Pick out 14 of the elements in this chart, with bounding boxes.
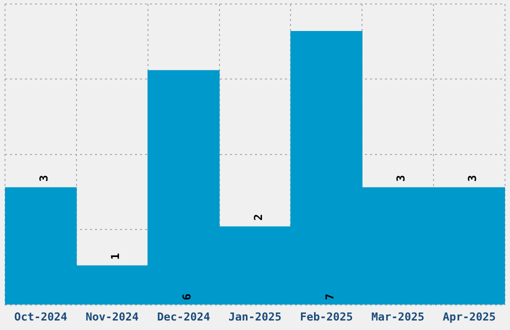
x-tick-label: Mar-2025 [371,310,424,324]
data-label: 2 [252,214,265,221]
x-tick-label: Apr-2025 [442,310,496,324]
data-label: 3 [466,174,480,182]
data-label: 3 [38,174,51,182]
data-label: 6 [180,293,194,300]
x-tick-label: Nov-2024 [86,310,140,324]
data-label: 3 [394,174,408,182]
x-tick-label: Dec-2024 [157,310,210,324]
data-label: 1 [109,252,122,260]
data-label: 7 [323,294,336,300]
x-tick-label: Jan-2025 [228,310,282,324]
x-tick-label: Oct-2024 [14,310,68,324]
x-tick-label: Feb-2025 [300,310,353,324]
